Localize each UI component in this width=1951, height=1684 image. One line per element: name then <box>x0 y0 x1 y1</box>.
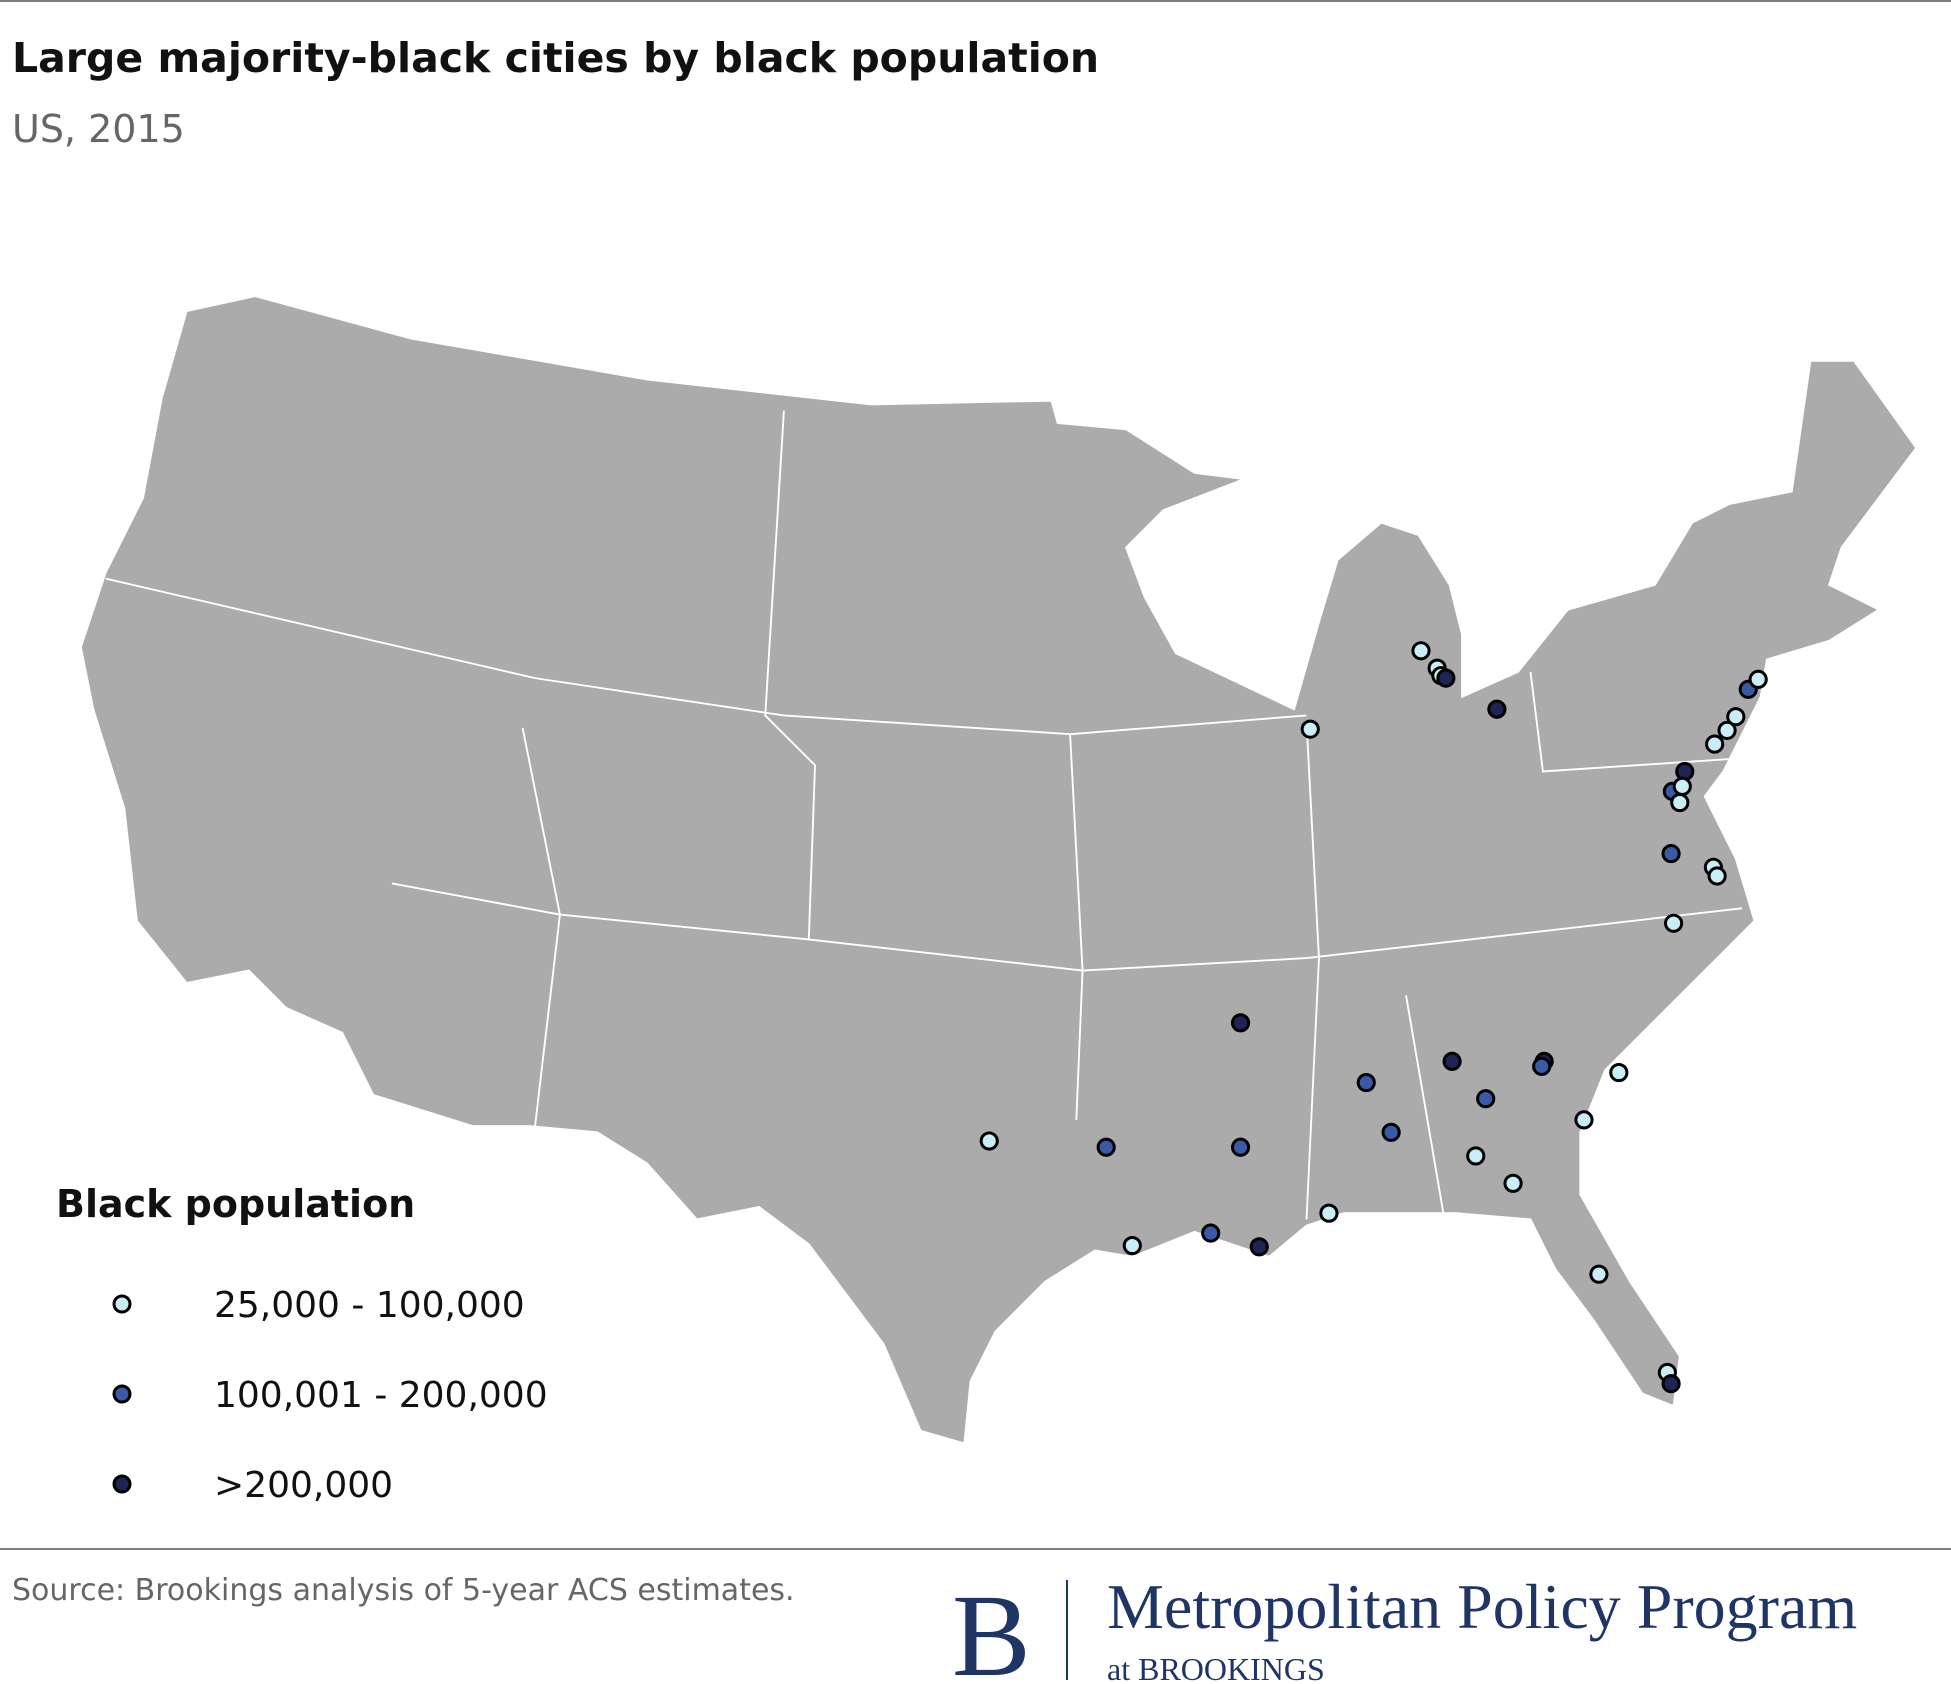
city-marker <box>1707 866 1727 886</box>
city-marker <box>1661 1374 1681 1394</box>
city-marker <box>1300 719 1320 739</box>
city-marker <box>1532 1056 1552 1076</box>
title: Large majority-black cities by black pop… <box>12 34 1099 82</box>
city-marker <box>1466 1146 1486 1166</box>
subtitle: US, 2015 <box>12 107 185 151</box>
city-marker <box>1705 734 1725 754</box>
city-marker <box>1230 1013 1251 1033</box>
source-note: Source: Brookings analysis of 5-year ACS… <box>12 1573 795 1608</box>
legend-marker <box>112 1294 132 1314</box>
legend-marker <box>112 1474 132 1494</box>
logo-tagline: at BROOKINGS <box>1107 1651 1325 1684</box>
city-marker <box>1442 1051 1462 1071</box>
city-marker <box>1675 761 1695 782</box>
city-marker <box>1717 720 1737 740</box>
city-marker <box>1122 1235 1142 1256</box>
city-marker <box>1487 699 1507 719</box>
state-borders <box>105 410 1743 1220</box>
city-marker <box>1661 844 1681 864</box>
city-marker <box>1319 1203 1339 1223</box>
city-marker <box>1411 641 1431 661</box>
city-marker <box>1476 1089 1496 1109</box>
map <box>79 295 1918 1445</box>
city-marker <box>1672 776 1692 796</box>
city-marker <box>1249 1237 1269 1257</box>
city-marker <box>1436 668 1456 688</box>
legend-title: Black population <box>56 1182 415 1226</box>
legend-label: 25,000 - 100,000 <box>214 1285 525 1326</box>
city-marker <box>1748 669 1768 689</box>
city-marker <box>979 1131 999 1151</box>
logo-letter: B <box>952 1570 1031 1684</box>
city-marker <box>1201 1223 1221 1243</box>
city-marker <box>1664 913 1684 933</box>
us-outline <box>79 295 1918 1445</box>
city-marker <box>1356 1072 1376 1093</box>
city-marker <box>1670 792 1690 813</box>
city-marker <box>1726 707 1746 727</box>
city-marker <box>1503 1173 1523 1193</box>
city-marker <box>1230 1137 1251 1157</box>
legend-label: 100,001 - 200,000 <box>214 1375 548 1416</box>
city-marker <box>1096 1137 1116 1157</box>
city-marker <box>1574 1110 1594 1130</box>
legend-label: >200,000 <box>214 1465 393 1506</box>
legend-marker <box>112 1384 132 1404</box>
city-marker <box>1589 1264 1609 1284</box>
city-marker <box>1381 1122 1401 1142</box>
logo-name: Metropolitan Policy Program <box>1107 1571 1857 1642</box>
legend: 25,000 - 100,000 100,001 - 200,000 >200,00… <box>112 1285 548 1506</box>
city-marker <box>1609 1063 1629 1083</box>
